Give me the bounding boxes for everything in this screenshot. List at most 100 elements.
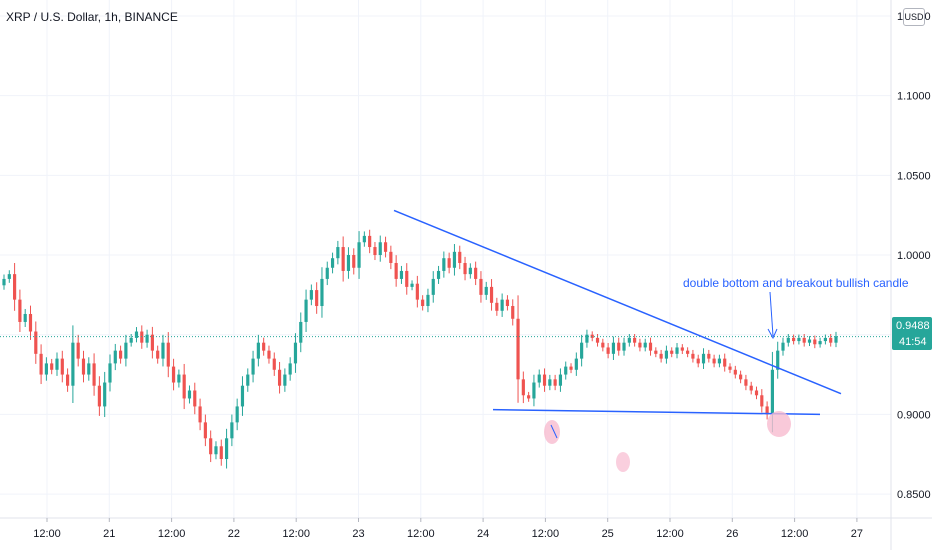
candle-body (797, 337, 801, 342)
candle-body (352, 255, 356, 268)
candle-body (447, 258, 451, 268)
candle-body (595, 337, 600, 343)
candle-body (834, 336, 838, 343)
candle-body (744, 379, 748, 386)
candle-body (739, 374, 743, 380)
candle-body (209, 438, 213, 455)
annotation-arrowhead (767, 328, 778, 340)
candle-body (421, 299, 425, 307)
price-axis[interactable]: 0.85000.90000.95001.00001.05001.10001.15… (897, 11, 931, 501)
candle-body (436, 270, 441, 279)
candle-body (548, 379, 552, 386)
candle-body (97, 385, 101, 407)
candle-body (235, 406, 239, 423)
candle-body (357, 242, 361, 268)
symbol-title[interactable]: XRP / U.S. Dollar, 1h, BINANCE (6, 10, 178, 24)
candle-body (50, 363, 54, 370)
candle-body (399, 270, 404, 279)
candle-body (315, 290, 319, 307)
candle-body (193, 390, 197, 407)
candle-body (622, 342, 626, 351)
candle-body (81, 358, 86, 375)
candle-body (415, 283, 419, 300)
candle-body (262, 342, 266, 351)
candle-body (558, 374, 563, 386)
price-tick-label: 0.8500 (897, 489, 931, 501)
candle-body (463, 262, 467, 275)
candle-body (362, 235, 366, 243)
candle-body (330, 258, 335, 268)
candle-body (230, 422, 234, 439)
candle-body (103, 382, 107, 407)
time-tick-label: 12:00 (282, 528, 310, 540)
candle-body (150, 334, 154, 351)
marker-stroke (550, 424, 558, 439)
candle-body (802, 337, 806, 343)
candle-body (66, 374, 70, 386)
candle-body (569, 366, 573, 370)
candle-body (643, 342, 647, 348)
candle-body (680, 347, 684, 351)
time-tick-label: 12:00 (781, 528, 809, 540)
candle-body (654, 350, 658, 354)
time-tick-label: 21 (103, 528, 115, 540)
price-tick-label: 1.0000 (897, 250, 931, 262)
currency-button[interactable]: USD (903, 8, 925, 26)
candle-body (251, 358, 255, 375)
candle-body (214, 446, 218, 455)
candle-body (484, 286, 488, 295)
candle-body (691, 353, 695, 359)
annotation-text[interactable]: double bottom and breakout bullish candl… (683, 276, 909, 290)
candle-body (346, 255, 351, 271)
candle-body (580, 342, 584, 359)
countdown-label: 41:54 (899, 336, 927, 348)
price-tick-label: 0.9000 (897, 409, 931, 421)
candle-body (648, 342, 653, 351)
candle-body (474, 267, 478, 279)
double-bottom-marker-1 (544, 420, 560, 444)
candle-body (770, 369, 774, 415)
candle-body (378, 242, 382, 256)
candle-body (383, 242, 388, 252)
candles-layer (2, 229, 838, 469)
time-tick-label: 22 (228, 528, 240, 540)
time-tick-label: 25 (602, 528, 614, 540)
candle-body (601, 342, 605, 348)
candle-body (542, 374, 547, 386)
candle-body (203, 422, 207, 439)
candle-body (733, 369, 737, 375)
candle-body (696, 358, 700, 364)
price-tick-label: 1.1000 (897, 91, 931, 103)
drawings-layer[interactable] (393, 209, 842, 472)
time-axis[interactable]: 12:00 21 12:00 22 12:00 23 12:00 24 12:00 25 12:00… (33, 518, 863, 540)
candle-body (277, 369, 282, 386)
time-tick-label: 26 (726, 528, 738, 540)
candle-body (256, 342, 260, 359)
candle-body (823, 337, 827, 342)
candle-body (686, 350, 690, 354)
candle-body (124, 342, 128, 359)
candle-body (712, 358, 716, 364)
candle-body (537, 374, 541, 383)
candle-body (495, 302, 499, 311)
candle-body (373, 247, 377, 256)
candle-body (776, 350, 780, 370)
candle-body (283, 374, 287, 386)
double-bottom-marker-2 (767, 411, 791, 437)
candle-body (182, 374, 186, 399)
candle-body (532, 382, 536, 399)
candle-body (516, 318, 520, 380)
candle-body (818, 341, 822, 345)
candle-body (71, 342, 75, 386)
candle-body (458, 251, 462, 263)
candle-body (2, 278, 6, 286)
last-price-label: 0.9488 (896, 320, 930, 332)
candle-body (60, 358, 64, 375)
candle-body (505, 299, 510, 307)
candle-body (288, 363, 292, 375)
candle-body (325, 267, 329, 279)
candle-body (829, 337, 833, 343)
candle-body (675, 347, 679, 354)
candle-body (813, 339, 817, 345)
